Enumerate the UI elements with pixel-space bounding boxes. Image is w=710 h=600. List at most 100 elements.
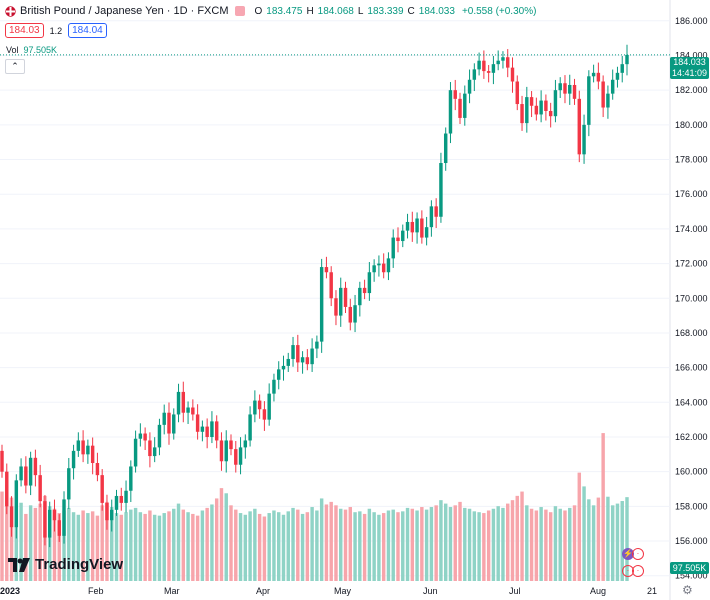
volume-bar [362,513,367,581]
volume-bar [534,510,539,581]
close-key: C [407,5,415,17]
y-tick-label: 170.000 [675,293,708,303]
candle-body [367,272,372,294]
candle-body [358,287,362,306]
volume-bar [157,515,162,581]
candle-body [133,438,138,467]
volume-bar [110,507,114,581]
buy-button[interactable]: 184.04 [68,23,107,38]
volume-bar [172,508,176,581]
candle-body [510,67,515,82]
volume-bar [343,509,348,581]
candle-body [420,218,424,238]
volume-bar [52,508,57,581]
volume-bar [520,491,524,581]
candle-body [81,440,85,455]
candle-body [162,412,166,425]
candle-body [362,287,367,294]
candle-body [86,445,90,455]
volume-bar [391,509,395,581]
volume-bar [234,509,238,581]
volume-bar [71,512,76,581]
volume-bar [372,512,376,581]
volume-bar [14,507,19,581]
volume-legend[interactable]: Vol 97.505K [6,45,57,55]
candle-body [229,440,233,450]
candle-body [353,305,357,323]
candle-body [57,520,61,536]
candle-body [396,237,400,242]
volume-bar [100,505,104,581]
candle-body [501,57,505,61]
volume-bar [86,513,90,581]
candle-body [124,490,128,503]
volume-bar [501,507,505,581]
candle-body [238,447,243,465]
candle-body [148,440,152,457]
candle-body [525,97,529,124]
volume-bar [281,514,286,581]
candle-body [424,227,429,238]
volume-bar [124,512,128,581]
volume-bar [133,507,138,581]
candle-body [401,230,405,242]
volume-bar [257,513,262,581]
y-tick-label: 180.000 [675,120,708,130]
candle-body [195,414,200,432]
candle-body [310,348,314,365]
volume-bar [33,507,38,581]
volume-bar [38,503,42,581]
candle-body [334,298,338,316]
candle-body [625,54,629,65]
volume-bar [582,486,586,581]
candle-body [615,72,620,80]
volume-bar [381,513,386,581]
candle-body [38,475,42,502]
candle-body [28,457,33,486]
market-status-icon[interactable] [234,6,245,16]
candle-body [587,76,591,125]
volume-label: Vol [6,45,19,55]
volume-bar [143,513,147,581]
open-value: 183.475 [266,5,303,17]
candle-body [186,407,190,413]
low-key: L [357,5,364,17]
volume-bar [119,514,123,581]
change-value: +0.558 (+0.30%) [461,5,537,17]
candle-body [534,105,539,115]
volume-bar [186,512,190,581]
candle-body [544,100,548,111]
volume-bar [610,505,615,581]
candle-body [262,409,267,420]
candle-body [52,509,57,521]
volume-bar [319,498,324,581]
volume-bar [205,507,209,581]
sell-button[interactable]: 184.03 [5,23,44,38]
dividend-icon[interactable]: · [632,565,644,577]
gear-icon[interactable]: ⚙ [682,583,693,597]
dividend-icon[interactable]: · [632,548,644,560]
volume-bar [596,497,601,581]
volume-bar [591,505,596,581]
volume-bar [329,501,333,581]
volume-bar [486,510,491,581]
candle-body [24,466,28,486]
candle-body [14,480,19,528]
symbol-title[interactable]: British Pound / Japanese Yen · 1D · FXCM [20,5,229,17]
candle-body [315,341,319,349]
candle-body [224,440,228,462]
volume-bar [0,491,4,581]
candle-body [214,421,219,441]
volume-bar [95,515,100,581]
volume-bar [405,507,410,581]
collapse-legend-button[interactable]: ⌃ [5,59,25,74]
volume-bar [539,507,543,581]
tradingview-logo[interactable]: TradingView [8,556,123,573]
candle-body [558,83,562,91]
x-tick-label: May [334,586,352,596]
candle-body [286,358,290,366]
lightning-icon[interactable]: ⚡ [622,548,634,560]
volume-bar [324,504,329,581]
volume-bar [525,505,529,581]
